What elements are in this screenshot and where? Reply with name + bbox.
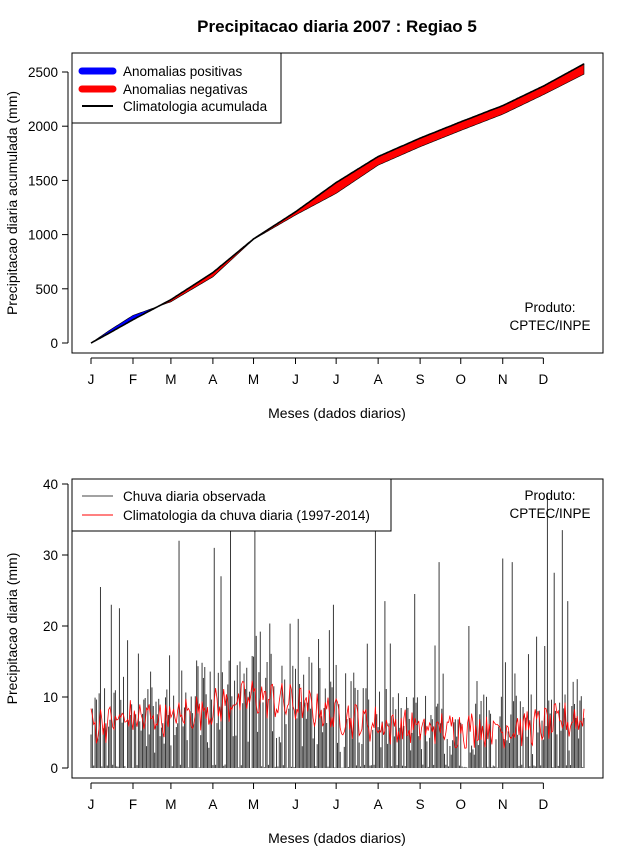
- bottom-x-axis-label: Meses (dados diarios): [268, 830, 406, 846]
- annotation-produto: Produto:: [524, 300, 575, 315]
- top-x-tick-label: A: [374, 372, 383, 387]
- legend-label-2: Climatologia da chuva diaria (1997-2014): [123, 508, 370, 523]
- daily-observed-bars: [90, 494, 585, 768]
- annotation-produto: Produto:: [524, 488, 575, 503]
- top-x-tick-label: N: [498, 372, 508, 387]
- top-plot-box: [71, 52, 604, 354]
- bottom-y-tick-label: 0: [50, 761, 58, 776]
- top-x-tick-label: J: [88, 372, 95, 387]
- climatology-daily-line: [90, 680, 585, 749]
- chart-title: Precipitacao diaria 2007 : Regiao 5: [197, 17, 477, 36]
- top-y-tick-label: 2500: [28, 65, 58, 80]
- top-x-axis-label: Meses (dados diarios): [268, 405, 406, 421]
- top-y-tick-label: 1000: [28, 228, 58, 243]
- top-x-tick-label: J: [292, 372, 299, 387]
- top-y-axis-label: Precipitacao diaria acumulada (mm): [4, 91, 20, 315]
- bottom-y-tick-label: 30: [43, 548, 58, 563]
- top-y-tick-label: 1500: [28, 173, 58, 188]
- top-x-tick-label: J: [333, 372, 340, 387]
- bottom-x-tick-label: O: [455, 797, 466, 812]
- top-y-tick-label: 2000: [28, 119, 58, 134]
- top-x-tick-label: A: [208, 372, 217, 387]
- top-x-tick-label: D: [538, 372, 548, 387]
- bottom-x-tick-label: A: [374, 797, 383, 812]
- bottom-x-tick-label: M: [248, 797, 259, 812]
- legend-label-1: Chuva diaria observada: [123, 489, 266, 504]
- top-legend: Anomalias positivas Anomalias negativas Cl…: [71, 52, 282, 124]
- top-x-tick-label: F: [129, 372, 137, 387]
- legend-label-2: Anomalias negativas: [123, 82, 248, 97]
- top-x-tick-label: S: [416, 372, 425, 387]
- bottom-x-tick-label: J: [292, 797, 299, 812]
- bottom-y-tick-label: 40: [43, 477, 58, 492]
- bottom-y-tick-label: 10: [43, 690, 58, 705]
- bottom-x-tick-label: F: [129, 797, 137, 812]
- top-y-tick-label: 0: [50, 336, 58, 351]
- bottom-x-tick-label: A: [208, 797, 217, 812]
- bottom-x-tick-label: M: [165, 797, 176, 812]
- climatology-cumulative-line: [90, 63, 585, 344]
- annotation-cptec: CPTEC/INPE: [509, 318, 590, 333]
- bottom-legend: Chuva diaria observada Climatologia da ch…: [71, 478, 392, 532]
- top-y-tick-label: 500: [35, 282, 58, 297]
- annotation-cptec: CPTEC/INPE: [509, 506, 590, 521]
- bottom-x-tick-label: S: [416, 797, 425, 812]
- daily-precipitation-chart: 0 10 20 30 40 J F M A M J J A S O N D Meses (dados diario…: [4, 477, 604, 846]
- bottom-legend-box: [71, 478, 392, 532]
- legend-label-3: Climatologia acumulada: [123, 99, 268, 114]
- bottom-x-tick-label: D: [538, 797, 548, 812]
- top-x-tick-label: M: [165, 372, 176, 387]
- top-x-tick-label: O: [455, 372, 466, 387]
- bottom-x-tick-label: J: [88, 797, 95, 812]
- legend-label-1: Anomalias positivas: [123, 64, 243, 79]
- bottom-x-tick-label: N: [498, 797, 508, 812]
- cumulative-precipitation-chart: 0 500 1000 1500 2000 2500 J F M A M J J A S O N D Meses (d…: [4, 52, 604, 421]
- top-x-tick-label: M: [248, 372, 259, 387]
- bottom-y-axis-label: Precipitacao diaria (mm): [4, 553, 20, 705]
- bottom-y-tick-label: 20: [43, 619, 58, 634]
- bottom-x-tick-label: J: [333, 797, 340, 812]
